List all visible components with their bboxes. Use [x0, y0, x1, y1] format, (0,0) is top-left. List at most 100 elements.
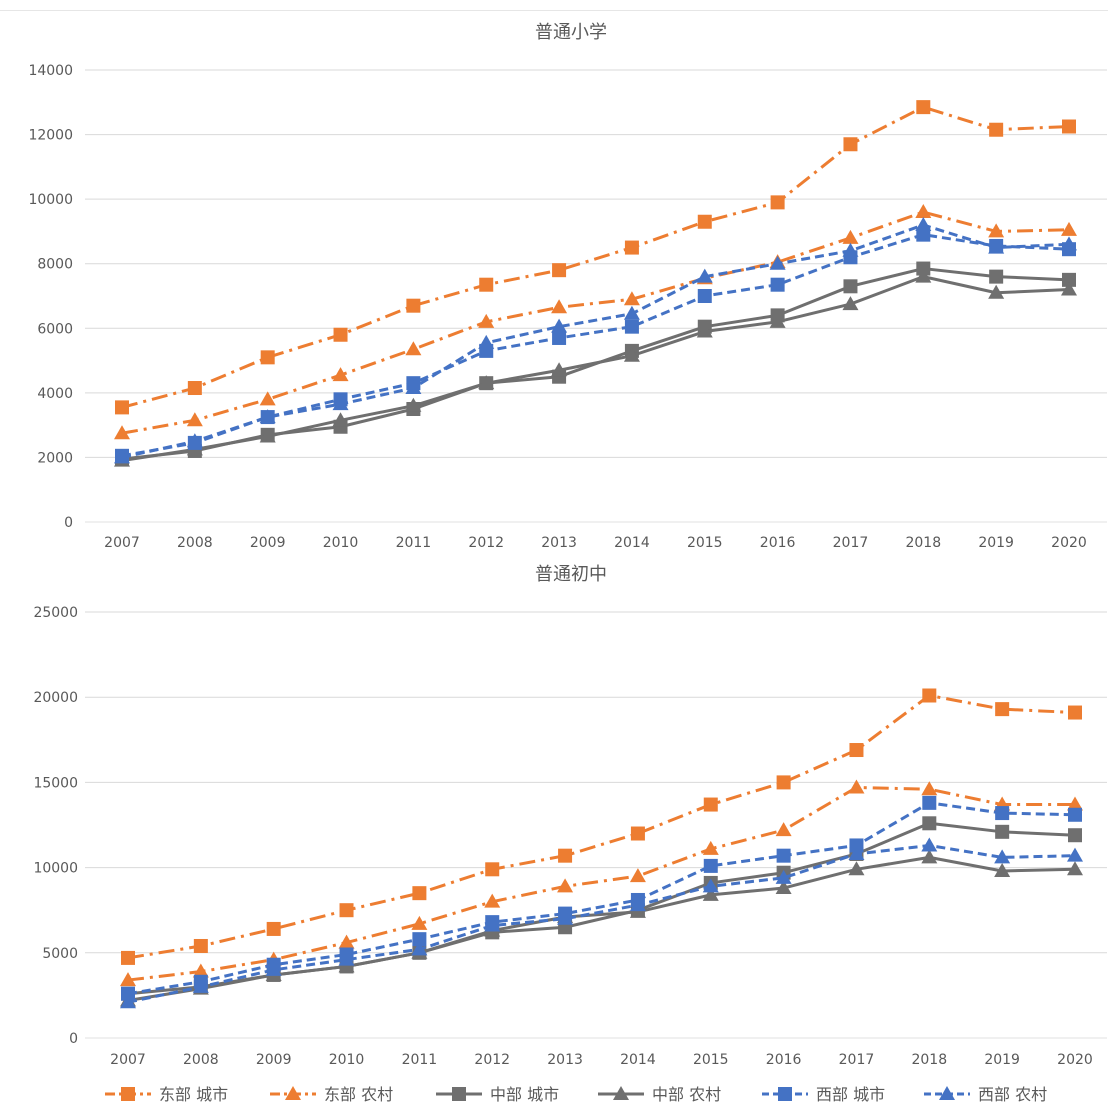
data-point: [557, 878, 574, 893]
y-tick-label: 5000: [42, 946, 78, 962]
series-5: [121, 795, 1082, 1001]
data-point: [988, 239, 1005, 254]
chart-title: 普通初中: [535, 564, 607, 585]
legend-item: 中部 城市: [436, 1085, 559, 1104]
data-point: [1067, 847, 1083, 862]
x-tick-label: 2009: [256, 1052, 292, 1068]
data-point: [623, 305, 640, 320]
legend-swatch-marker: [939, 1086, 955, 1100]
data-point: [629, 897, 646, 912]
x-tick-label: 2015: [687, 535, 723, 551]
x-tick-label: 2010: [323, 535, 359, 551]
data-point: [120, 972, 136, 987]
data-point: [259, 391, 276, 406]
x-tick-label: 2010: [329, 1052, 365, 1068]
chart-title: 普通小学: [535, 22, 607, 43]
data-point: [775, 880, 792, 895]
x-tick-label: 2011: [396, 535, 432, 551]
data-point: [770, 277, 785, 292]
x-tick-label: 2014: [620, 1052, 656, 1068]
x-tick-label: 2007: [104, 535, 140, 551]
data-point: [916, 227, 931, 242]
legend-label: 中部 农村: [652, 1085, 721, 1103]
data-point: [989, 269, 1004, 284]
data-point: [260, 350, 275, 365]
data-point: [843, 137, 858, 152]
data-point: [702, 878, 719, 893]
data-point: [115, 400, 129, 415]
data-point: [265, 961, 282, 976]
x-tick-label: 2014: [614, 535, 650, 551]
data-point: [915, 204, 932, 219]
y-tick-label: 15000: [33, 775, 78, 791]
data-point: [769, 255, 786, 270]
data-point: [775, 822, 792, 837]
series-line: [127, 855, 1076, 1002]
data-point: [775, 869, 792, 884]
data-point: [1068, 828, 1082, 843]
x-tick-label: 2008: [177, 535, 213, 551]
data-point: [478, 375, 495, 390]
data-point: [697, 289, 712, 303]
data-point: [478, 313, 495, 328]
x-tick-label: 2008: [183, 1052, 219, 1068]
x-tick-label: 2017: [833, 535, 869, 551]
x-tick-label: 2018: [911, 1052, 947, 1068]
legend-item: 西部 城市: [762, 1085, 885, 1104]
series-line: [121, 223, 1070, 459]
series-line: [121, 233, 1070, 458]
data-point: [193, 938, 208, 953]
data-point: [557, 910, 574, 925]
series-5: [115, 227, 1076, 463]
series-4: [114, 268, 1077, 467]
data-point: [849, 743, 864, 758]
data-point: [1068, 807, 1082, 822]
data-point: [405, 341, 422, 356]
data-point: [406, 298, 421, 313]
x-tick-label: 2011: [402, 1052, 438, 1068]
series-line: [121, 275, 1070, 463]
x-tick-label: 2013: [541, 535, 577, 551]
data-point: [989, 122, 1004, 137]
x-tick-label: 2015: [693, 1052, 729, 1068]
data-point: [922, 795, 937, 810]
x-tick-label: 2009: [250, 535, 286, 551]
data-point: [994, 863, 1011, 878]
data-point: [848, 845, 865, 860]
legend-swatch-marker: [121, 1087, 135, 1101]
data-point: [1061, 221, 1077, 236]
data-point: [988, 284, 1005, 299]
data-point: [624, 319, 639, 334]
y-tick-label: 20000: [33, 690, 78, 706]
legend-label: 西部 农村: [978, 1085, 1047, 1103]
data-point: [412, 886, 427, 901]
data-point: [849, 838, 864, 853]
series-1: [115, 100, 1076, 415]
series-1: [121, 688, 1082, 965]
series-6: [120, 837, 1083, 1009]
data-point: [405, 397, 422, 412]
legend-label: 中部 城市: [490, 1085, 559, 1103]
legend-label: 西部 城市: [816, 1085, 885, 1103]
legend-item: 东部 农村: [270, 1085, 393, 1104]
data-point: [405, 380, 422, 395]
data-point: [479, 277, 494, 292]
data-point: [1061, 236, 1077, 251]
series-line: [127, 693, 1076, 960]
data-point: [696, 268, 713, 283]
data-point: [921, 781, 938, 796]
data-point: [120, 994, 136, 1009]
data-point: [842, 229, 859, 244]
legend-swatch-marker: [778, 1087, 792, 1101]
legend-label: 东部 农村: [324, 1085, 393, 1103]
x-tick-label: 2018: [905, 535, 941, 551]
data-point: [776, 775, 791, 790]
y-tick-label: 0: [64, 515, 73, 531]
data-point: [995, 806, 1010, 821]
y-tick-label: 2000: [37, 450, 73, 466]
data-point: [484, 917, 501, 932]
data-point: [114, 425, 130, 440]
x-tick-label: 2017: [839, 1052, 875, 1068]
legend-item: 西部 农村: [924, 1085, 1047, 1104]
